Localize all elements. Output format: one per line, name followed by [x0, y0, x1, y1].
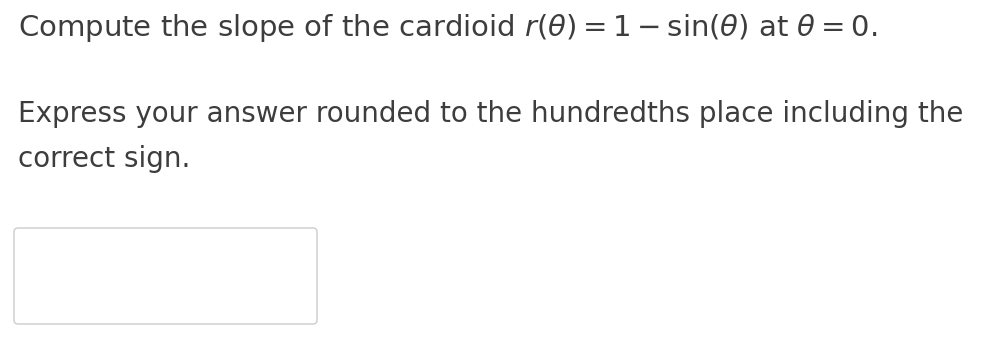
Text: Express your answer rounded to the hundredths place including the: Express your answer rounded to the hundr…	[18, 100, 963, 128]
Text: correct sign.: correct sign.	[18, 145, 191, 173]
Text: Compute the slope of the cardioid $r(\theta) = 1 - \sin(\theta)$ at $\theta = 0$: Compute the slope of the cardioid $r(\th…	[18, 12, 877, 44]
FancyBboxPatch shape	[14, 228, 317, 324]
